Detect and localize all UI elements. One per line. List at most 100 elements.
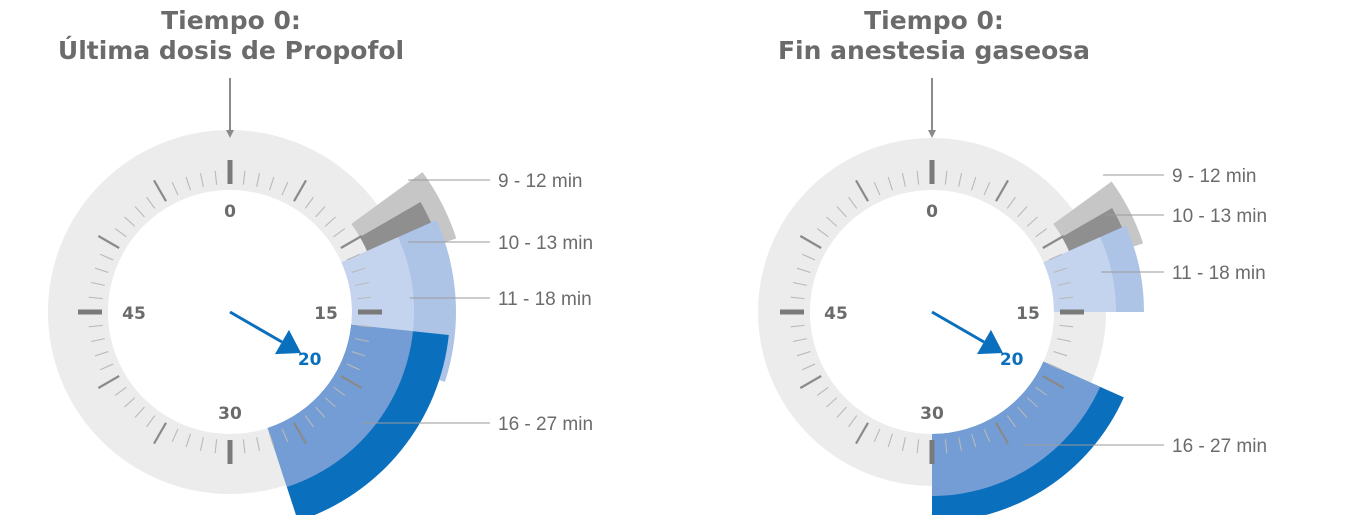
minute-tick: [269, 433, 275, 448]
title-line-2: Fin anestesia gaseosa: [777, 36, 1091, 65]
minute-tick: [995, 179, 1009, 202]
minute-tick: [1026, 397, 1038, 408]
minute-tick: [1042, 375, 1065, 389]
dial-number-15: 15: [314, 304, 338, 324]
minute-tick: [944, 439, 948, 454]
minute-tick: [114, 228, 127, 238]
minute-tick: [1057, 338, 1072, 343]
minute-tick: [94, 267, 109, 273]
minute-tick: [355, 338, 370, 343]
minute-tick: [97, 235, 120, 249]
range-label: 10 - 13 min: [1172, 206, 1267, 227]
minute-tick: [1053, 267, 1068, 273]
minute-tick: [357, 296, 372, 300]
minute-tick: [1057, 281, 1072, 286]
title-line-2: Última dosis de Propofol: [57, 36, 405, 65]
range-label: 9 - 12 min: [1172, 166, 1256, 187]
minute-tick: [901, 437, 906, 452]
minute-tick: [826, 216, 838, 227]
minute-tick: [887, 176, 893, 191]
minute-tick: [792, 338, 807, 343]
minute-tick: [185, 433, 191, 448]
minute-tick: [802, 253, 816, 261]
minute-tick: [873, 428, 881, 442]
minute-tick: [293, 179, 307, 202]
minute-tick: [799, 235, 822, 249]
minute-tick: [269, 176, 275, 191]
minute-tick: [134, 406, 145, 418]
range-label: 9 - 12 min: [498, 171, 582, 192]
minute-tick: [333, 228, 346, 238]
minute-tick: [971, 176, 977, 191]
minute-tick: [214, 170, 218, 185]
minute-tick: [1006, 196, 1016, 209]
minute-tick: [983, 428, 991, 442]
overlap-band-light: [341, 237, 415, 332]
minute-tick: [816, 386, 829, 396]
minute-tick: [1042, 235, 1065, 249]
minute-tick: [983, 182, 991, 196]
minute-tick: [1059, 296, 1074, 300]
minute-tick: [88, 324, 103, 328]
minute-tick: [185, 176, 191, 191]
dial-number-30: 30: [920, 404, 944, 424]
minute-tick: [1006, 415, 1016, 428]
minute-tick: [826, 397, 838, 408]
minute-tick: [340, 375, 363, 389]
minute-tick: [146, 415, 156, 428]
title-line-1: Tiempo 0:: [161, 6, 301, 35]
minute-tick: [90, 281, 105, 286]
minute-tick: [995, 422, 1009, 445]
minute-tick: [873, 182, 881, 196]
minute-tick: [958, 437, 963, 452]
minute-tick: [324, 216, 336, 227]
minute-tick: [153, 422, 167, 445]
dial-panel-propofol: 0 15 20 30 45 9 - 12 min 10 - 13 min 11 - 18 mi…: [48, 78, 593, 515]
minute-tick: [355, 281, 370, 286]
minute-tick: [171, 428, 179, 442]
dial-number-45: 45: [122, 304, 146, 324]
minute-tick: [848, 415, 858, 428]
minute-tick: [242, 170, 246, 185]
minute-tick: [100, 253, 114, 261]
minute-tick: [171, 182, 179, 196]
minute-tick: [90, 338, 105, 343]
dial-number-20: 20: [1000, 350, 1024, 370]
minute-tick: [324, 397, 336, 408]
title-line-1: Tiempo 0:: [864, 6, 1004, 35]
pointer-arrow-shaft: [229, 310, 283, 344]
minute-tick: [1035, 386, 1048, 396]
minute-tick: [346, 253, 360, 261]
minute-tick: [199, 437, 204, 452]
minute-tick: [114, 386, 127, 396]
minute-tick: [1059, 324, 1074, 328]
minute-tick: [357, 324, 372, 328]
minute-tick: [124, 397, 136, 408]
minute-tick: [916, 439, 920, 454]
minute-tick: [796, 267, 811, 273]
minute-tick: [887, 433, 893, 448]
minute-tick: [304, 196, 314, 209]
minute-tick: [153, 179, 167, 202]
minute-tick: [97, 375, 120, 389]
minute-tick: [281, 428, 289, 442]
range-label: 16 - 27 min: [1172, 436, 1267, 457]
dial-panel-gas: 0 15 20 30 45 9 - 12 min 10 - 13 min 11 - 18 mi…: [758, 78, 1267, 515]
minute-tick: [1048, 253, 1062, 261]
minute-tick: [199, 172, 204, 187]
minute-tick: [855, 422, 869, 445]
minute-tick: [944, 170, 948, 185]
minute-tick: [304, 415, 314, 428]
minute-tick: [799, 375, 822, 389]
minute-tick: [293, 422, 307, 445]
pointer-arrow-head: [274, 329, 302, 355]
overlap-band-mid: [932, 361, 1101, 496]
range-label: 16 - 27 min: [498, 414, 593, 435]
minute-tick: [790, 324, 805, 328]
minute-tick: [836, 406, 847, 418]
minute-tick: [792, 281, 807, 286]
dial-number-0: 0: [224, 202, 236, 222]
minute-tick: [214, 439, 218, 454]
minute-tick: [1017, 206, 1028, 218]
